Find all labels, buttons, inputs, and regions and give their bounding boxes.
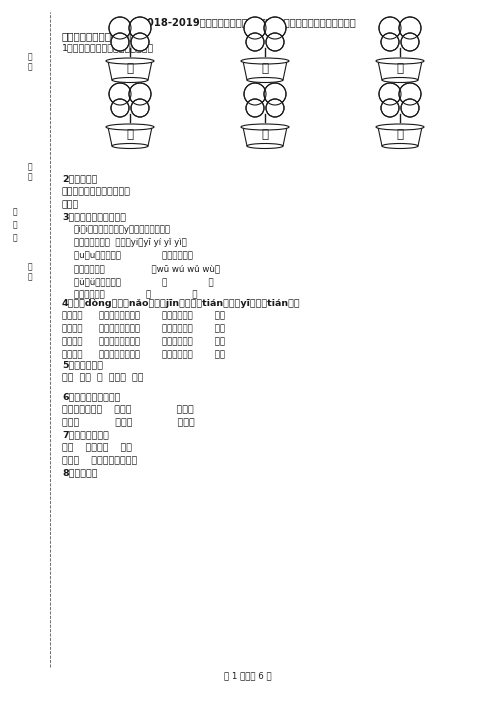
Circle shape (246, 99, 264, 117)
Text: 乌鸦  放进  把  瓶子里  石子: 乌鸦 放进 把 瓶子里 石子 (62, 373, 143, 382)
Bar (382, 82, 418, 110)
Bar (247, 82, 283, 110)
Text: 小u小u想做音节，               ，轻轻一碰，: 小u小u想做音节， ，轻轻一碰， (74, 251, 193, 260)
Text: 数: 数 (28, 62, 32, 72)
Text: 一、想一想，填一填（填空题）: 一、想一想，填一填（填空题） (62, 31, 149, 41)
Text: 4．动（dòng）脑（nǎo）筋（jīn），填（tián）一（yī）填（tián）。: 4．动（dòng）脑（nǎo）筋（jīn），填（tián）一（yī）填（tián… (62, 298, 301, 307)
Circle shape (129, 17, 151, 39)
Text: 来: 来 (396, 128, 404, 142)
Text: 1．一字开花。（给下面的字组词）: 1．一字开花。（给下面的字组词） (62, 43, 154, 52)
Text: 里：共（      ）画，第七画是（        ），组词为（        ）。: 里：共（ ）画，第七画是（ ），组词为（ ）。 (62, 337, 225, 346)
Text: 名: 名 (28, 173, 32, 182)
Text: 6．照样子，写一写。: 6．照样子，写一写。 (62, 392, 121, 401)
Text: 关: 关 (261, 128, 268, 142)
Bar (382, 16, 418, 44)
Text: 变了，变了，变  成音节yi，yī yí yǐ yì，: 变了，变了，变 成音节yi，yī yí yǐ yì， (74, 238, 187, 247)
Text: 去：共（      ）画，第四画是（        ），组词为（        ）。: 去：共（ ）画，第四画是（ ），组词为（ ）。 (62, 350, 225, 359)
Text: 2018-2019年常州市常靖理想学校一年级上册语文模拟期末考试无答案: 2018-2019年常州市常靖理想学校一年级上册语文模拟期末考试无答案 (140, 17, 356, 27)
Circle shape (244, 17, 266, 39)
Ellipse shape (106, 58, 154, 64)
Circle shape (401, 99, 419, 117)
Circle shape (131, 99, 149, 117)
Polygon shape (108, 61, 152, 80)
Bar (112, 82, 148, 110)
Circle shape (264, 83, 286, 105)
Text: 变了，变了，                 ，wū wú wǔ wù，: 变了，变了， ，wū wú wǔ wù， (74, 264, 220, 273)
Text: 谁知盘    餐，粒粒皆辛苦。: 谁知盘 餐，粒粒皆辛苦。 (62, 456, 137, 465)
Bar (247, 16, 283, 44)
Text: 5．连词成句。: 5．连词成句。 (62, 360, 103, 369)
Circle shape (401, 33, 419, 51)
Ellipse shape (241, 124, 289, 130)
Circle shape (399, 17, 421, 39)
Circle shape (111, 99, 129, 117)
Circle shape (246, 33, 264, 51)
Text: 车: 车 (126, 62, 133, 76)
Text: 说树不是树，因为没有木。: 说树不是树，因为没有木。 (62, 187, 131, 196)
Text: 来：共（      ）画，第二画是（        ），组词为（        ）。: 来：共（ ）画，第二画是（ ），组词为（ ）。 (62, 324, 225, 333)
Circle shape (244, 83, 266, 105)
Circle shape (379, 83, 401, 105)
Circle shape (266, 99, 284, 117)
Polygon shape (243, 127, 287, 146)
Ellipse shape (376, 58, 424, 64)
Text: 锄禾    午，汗滴    下。: 锄禾 午，汗滴 下。 (62, 443, 132, 452)
Text: 8．猜谜语。: 8．猜谜语。 (62, 468, 98, 477)
Polygon shape (378, 61, 422, 80)
Ellipse shape (376, 124, 424, 130)
Circle shape (131, 33, 149, 51)
Text: 文: 文 (126, 128, 133, 142)
Circle shape (109, 83, 131, 105)
Circle shape (381, 33, 399, 51)
Text: 例：弯弯的小路    长长的               宽宽的: 例：弯弯的小路 长长的 宽宽的 (62, 405, 194, 414)
Ellipse shape (247, 143, 283, 149)
Text: 分: 分 (28, 53, 32, 62)
Ellipse shape (112, 143, 148, 149)
Circle shape (266, 33, 284, 51)
Ellipse shape (247, 77, 283, 83)
Ellipse shape (382, 77, 418, 83)
Circle shape (379, 17, 401, 39)
Text: 线: 线 (13, 234, 17, 242)
Ellipse shape (382, 143, 418, 149)
Text: 3．照样子，续编儿歌。: 3．照样子，续编儿歌。 (62, 212, 126, 221)
Ellipse shape (106, 124, 154, 130)
Text: 班: 班 (28, 263, 32, 272)
Ellipse shape (241, 58, 289, 64)
Text: 小i小i，想做音节，大y来了，轻轻一碰，: 小i小i，想做音节，大y来了，轻轻一碰， (74, 225, 171, 234)
Text: 电: 电 (261, 62, 268, 76)
Circle shape (129, 83, 151, 105)
Polygon shape (108, 127, 152, 146)
Circle shape (109, 17, 131, 39)
Bar (112, 16, 148, 44)
Text: 小ü小ü想做音节，               ，               ，: 小ü小ü想做音节， ， ， (74, 277, 214, 286)
Ellipse shape (112, 77, 148, 83)
Text: 第 1 页，共 6 页: 第 1 页，共 6 页 (224, 671, 272, 680)
Text: 2．猜谜语。: 2．猜谜语。 (62, 174, 97, 183)
Text: 订: 订 (13, 220, 17, 230)
Text: 级: 级 (28, 272, 32, 282)
Text: 谜底：: 谜底： (62, 200, 79, 209)
Text: 装: 装 (13, 208, 17, 216)
Circle shape (399, 83, 421, 105)
Text: 姓: 姓 (28, 162, 32, 171)
Polygon shape (378, 127, 422, 146)
Polygon shape (243, 61, 287, 80)
Circle shape (111, 33, 129, 51)
Text: 7．我会背古诗。: 7．我会背古诗。 (62, 430, 109, 439)
Text: 区: 区 (396, 62, 404, 76)
Circle shape (381, 99, 399, 117)
Text: 小小的            圆圆的               大大的: 小小的 圆圆的 大大的 (62, 418, 195, 427)
Circle shape (264, 17, 286, 39)
Text: 无：共（      ）画，第四画是（        ），组词为（        ）。: 无：共（ ）画，第四画是（ ），组词为（ ）。 (62, 311, 225, 320)
Text: 变了，变了，               ，               。: 变了，变了， ， 。 (74, 290, 197, 299)
